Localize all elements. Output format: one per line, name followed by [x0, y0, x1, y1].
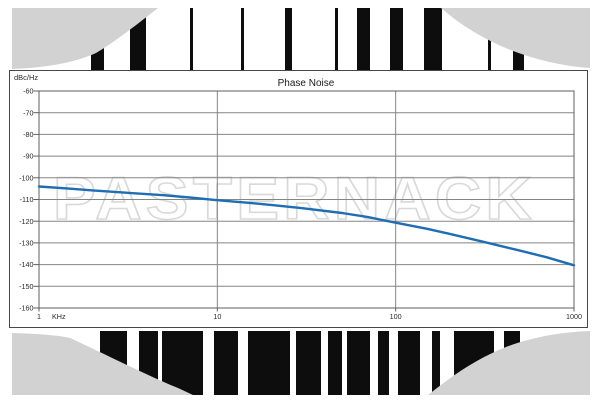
barcode-bar — [241, 8, 244, 70]
y-axis-unit-label: dBc/Hz — [14, 73, 38, 82]
swoosh-top-right — [441, 8, 590, 68]
x-tick-label: 1 — [37, 312, 41, 321]
x-tick-label: 1000 — [566, 312, 582, 321]
phase-noise-curve — [37, 185, 576, 267]
barcode-bar — [214, 331, 238, 395]
barcode-bar — [296, 331, 321, 395]
barcode-bar — [190, 8, 193, 70]
x-axis-unit-label: KHz — [52, 312, 66, 321]
barcode-bar — [378, 331, 389, 395]
y-tick-label: -80 — [23, 130, 33, 139]
y-tick-label: -70 — [23, 108, 33, 117]
swoosh-top-left — [12, 8, 158, 69]
y-tick-label: -160 — [19, 304, 33, 313]
y-tick-label: -130 — [19, 239, 33, 248]
barcode-bar — [248, 331, 290, 395]
plot-area: -60 -70 -80 -90 -100 -110 -120 -130 -140 -150 -160… — [19, 87, 582, 321]
y-tick-label: -150 — [19, 282, 33, 291]
y-tick-label: -110 — [20, 195, 34, 204]
barcode-bar — [285, 8, 292, 70]
y-tick-label: -120 — [19, 217, 33, 226]
x-tick-label: 10 — [213, 312, 221, 321]
plot-frame — [38, 90, 575, 309]
x-tick-label: 100 — [390, 312, 402, 321]
barcode-bar — [357, 8, 370, 70]
watermark-text: PASTERNACK — [53, 165, 536, 232]
barcode-bar — [424, 8, 442, 70]
barcode-bar — [328, 331, 342, 395]
chart-title: Phase Noise — [278, 78, 335, 89]
barcode-bar — [390, 8, 403, 70]
y-tick-label: -60 — [23, 87, 33, 96]
y-tick-label: -100 — [19, 173, 33, 182]
y-tick-label: -140 — [19, 260, 33, 269]
barcode-bar — [432, 331, 440, 395]
barcode-bar — [335, 8, 338, 70]
barcode-bar — [398, 331, 420, 395]
swoosh-bottom-left — [12, 333, 193, 395]
swoosh-bottom-right — [428, 331, 590, 395]
y-tick-label: -90 — [23, 152, 33, 161]
barcode-bar — [347, 331, 370, 395]
